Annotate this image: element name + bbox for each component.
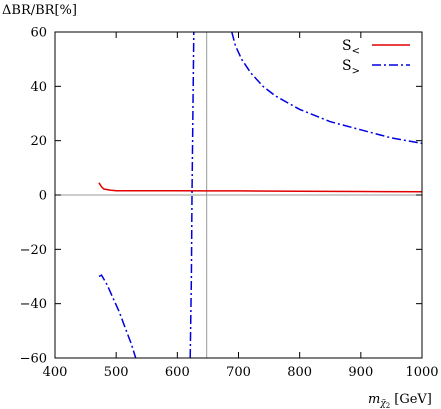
y-tick-label: 20: [30, 134, 47, 149]
x-tick-label: 900: [348, 365, 373, 380]
x-axis-label: mχ̃2 [GeV]: [368, 392, 432, 409]
legend-label: S<: [342, 38, 360, 57]
legend-label-main: S: [342, 58, 352, 74]
axis-ticks: 400 500 600 700 800 900 1000 −60 −40 −20 0 20 40 60: [20, 26, 439, 381]
series-line: [231, 32, 422, 145]
y-tick-label: −40: [20, 297, 47, 312]
x-tick-label: 1000: [405, 365, 438, 380]
legend-label-sub: >: [352, 66, 360, 77]
y-tick-label: −20: [20, 243, 47, 258]
x-tick-label: 500: [104, 365, 129, 380]
series-layer: [98, 32, 422, 358]
legend-label-main: S: [342, 38, 352, 54]
legend-label: S>: [342, 58, 360, 77]
legend: S<S>: [342, 38, 410, 77]
series-line: [98, 182, 422, 193]
y-axis-label: ΔBR/BR[%]: [2, 3, 77, 18]
x-axis-label-sub: χ̃: [379, 398, 386, 409]
x-tick-label: 800: [287, 365, 312, 380]
x-axis-label-unit: [GeV]: [394, 392, 432, 407]
x-tick-label: 700: [226, 365, 251, 380]
series-s-greater: [98, 32, 422, 358]
series-line: [189, 32, 195, 358]
y-tick-label: 0: [39, 189, 47, 204]
y-tick-label: 60: [30, 26, 47, 41]
reference-lines: [55, 32, 422, 358]
series-s-less: [98, 182, 422, 193]
y-tick-label: −60: [20, 352, 47, 367]
series-line: [98, 274, 137, 358]
x-axis-label-subsub: 2: [386, 402, 390, 409]
x-tick-label: 600: [165, 365, 190, 380]
x-tick-label: 400: [43, 365, 68, 380]
y-tick-label: 40: [30, 80, 47, 95]
x-axis-label-main: m: [368, 392, 380, 407]
legend-label-sub: <: [352, 46, 360, 57]
